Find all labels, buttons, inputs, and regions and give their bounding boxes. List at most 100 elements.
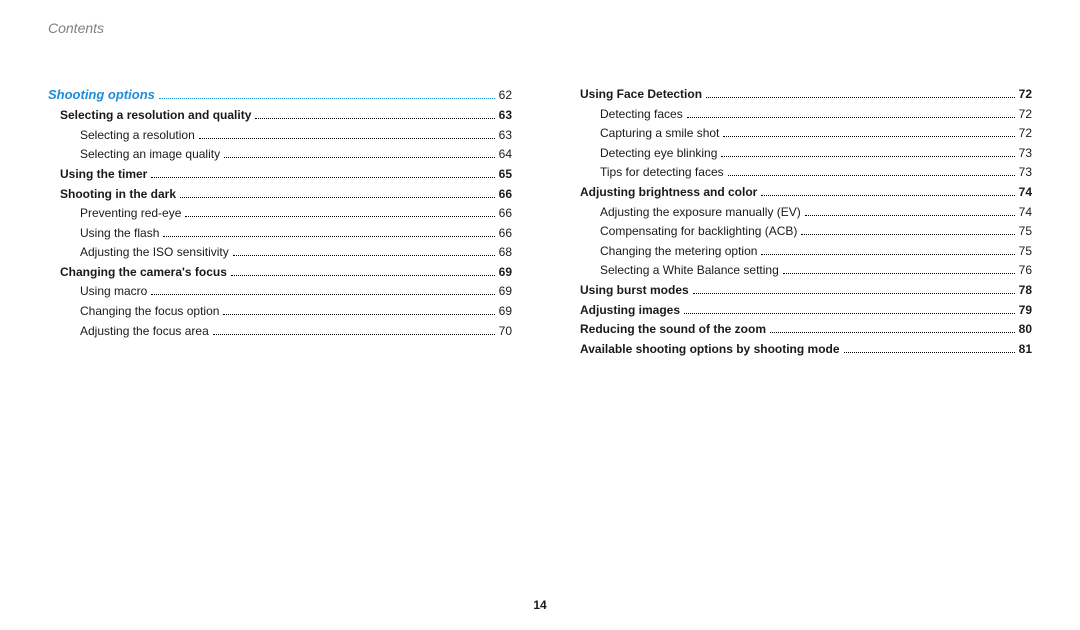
toc-entry-page: 66 [499,204,512,223]
toc-entry-page: 75 [1019,242,1032,261]
toc-entry-page: 69 [499,282,512,301]
leader-dots [185,216,494,217]
toc-entry-page: 63 [499,106,512,125]
toc-columns: Shooting options 62 Selecting a resoluti… [48,85,1032,359]
toc-entry-label: Tips for detecting faces [568,163,724,182]
toc-entry-label: Adjusting the exposure manually (EV) [568,203,801,222]
toc-entry[interactable]: Using the timer65 [48,165,512,184]
toc-entry[interactable]: Selecting a resolution63 [48,126,512,145]
toc-entry-page: 70 [499,322,512,341]
leader-dots [783,273,1015,274]
toc-entry-label: Changing the focus option [48,302,219,321]
toc-section-page: 62 [499,86,512,105]
toc-entry[interactable]: Selecting a White Balance setting 76 [568,261,1032,280]
toc-entry-label: Reducing the sound of the zoom [568,320,766,339]
toc-entry[interactable]: Shooting in the dark66 [48,185,512,204]
toc-entry[interactable]: Reducing the sound of the zoom 80 [568,320,1032,339]
page-number: 14 [0,598,1080,612]
toc-entry[interactable]: Changing the focus option 69 [48,302,512,321]
toc-entry-page: 72 [1019,105,1032,124]
leader-dots [223,314,494,315]
toc-entry[interactable]: Selecting an image quality64 [48,145,512,164]
leader-dots [761,254,1014,255]
toc-entry[interactable]: Using the flash66 [48,224,512,243]
leader-dots [199,138,495,139]
leader-dots [151,294,494,295]
leader-dots [693,293,1015,294]
leader-dots [231,275,495,276]
toc-entry-label: Selecting a resolution and quality [48,106,251,125]
leader-dots [706,97,1015,98]
toc-left-column: Shooting options 62 Selecting a resoluti… [48,85,512,359]
leader-dots [728,175,1015,176]
toc-entry-page: 72 [1019,124,1032,143]
toc-entry-label: Detecting eye blinking [568,144,717,163]
toc-entry[interactable]: Adjusting brightness and color74 [568,183,1032,202]
toc-right-column: Using Face Detection72Detecting faces72C… [568,85,1032,359]
toc-entry-page: 81 [1019,340,1032,359]
toc-entry[interactable]: Using Face Detection 72 [568,85,1032,104]
toc-entry-page: 73 [1019,144,1032,163]
toc-entry[interactable]: Preventing red-eye 66 [48,204,512,223]
toc-entry-page: 74 [1019,203,1032,222]
toc-entry[interactable]: Changing the camera's focus 69 [48,263,512,282]
toc-entry-page: 75 [1019,222,1032,241]
leader-dots [801,234,1014,235]
leader-dots [224,157,495,158]
toc-entry-label: Detecting faces [568,105,683,124]
leader-dots [805,215,1015,216]
toc-entry[interactable]: Compensating for backlighting (ACB) 75 [568,222,1032,241]
toc-entry-label: Using burst modes [568,281,689,300]
toc-entry-label: Using the flash [48,224,159,243]
toc-entry[interactable]: Adjusting the exposure manually (EV) 74 [568,203,1032,222]
toc-entry-label: Using Face Detection [568,85,702,104]
leader-dots [687,117,1015,118]
toc-entry-page: 69 [499,263,512,282]
toc-entry-label: Preventing red-eye [48,204,181,223]
toc-entry-page: 76 [1019,261,1032,280]
toc-entry[interactable]: Available shooting options by shooting m… [568,340,1032,359]
toc-entry-page: 78 [1019,281,1032,300]
toc-entry[interactable]: Capturing a smile shot72 [568,124,1032,143]
toc-entry-label: Adjusting the ISO sensitivity [48,243,229,262]
toc-entry[interactable]: Adjusting the focus area 70 [48,322,512,341]
leader-dots [180,197,495,198]
toc-entry-page: 72 [1019,85,1032,104]
toc-entry[interactable]: Using burst modes 78 [568,281,1032,300]
toc-entry-label: Changing the metering option [568,242,757,261]
toc-entry-label: Compensating for backlighting (ACB) [568,222,797,241]
toc-entry[interactable]: Using macro 69 [48,282,512,301]
leader-dots [723,136,1014,137]
toc-entry[interactable]: Selecting a resolution and quality 63 [48,106,512,125]
page-title: Contents [48,20,104,36]
toc-entry-page: 69 [499,302,512,321]
toc-entry[interactable]: Tips for detecting faces 73 [568,163,1032,182]
toc-entry-label: Available shooting options by shooting m… [568,340,840,359]
leader-dots [721,156,1014,157]
toc-section-title[interactable]: Shooting options 62 [48,85,512,105]
toc-entry-page: 79 [1019,301,1032,320]
leader-dots [684,313,1015,314]
toc-entry-label: Adjusting images [568,301,680,320]
toc-entry-label: Using macro [48,282,147,301]
toc-entry-label: Using the timer [48,165,147,184]
leader-dots [151,177,494,178]
leader-dots [159,98,495,99]
toc-entry-label: Adjusting the focus area [48,322,209,341]
leader-dots [844,352,1015,353]
toc-entry[interactable]: Detecting faces 72 [568,105,1032,124]
toc-entry-page: 74 [1019,183,1032,202]
leader-dots [761,195,1014,196]
toc-entry[interactable]: Changing the metering option 75 [568,242,1032,261]
toc-entry-label: Shooting in the dark [48,185,176,204]
toc-entry[interactable]: Detecting eye blinking 73 [568,144,1032,163]
toc-entry[interactable]: Adjusting images 79 [568,301,1032,320]
leader-dots [233,255,495,256]
toc-entry-page: 73 [1019,163,1032,182]
toc-entry-page: 80 [1019,320,1032,339]
toc-entry-label: Selecting a White Balance setting [568,261,779,280]
toc-entry[interactable]: Adjusting the ISO sensitivity68 [48,243,512,262]
leader-dots [213,334,495,335]
toc-entry-label: Changing the camera's focus [48,263,227,282]
leader-dots [770,332,1015,333]
